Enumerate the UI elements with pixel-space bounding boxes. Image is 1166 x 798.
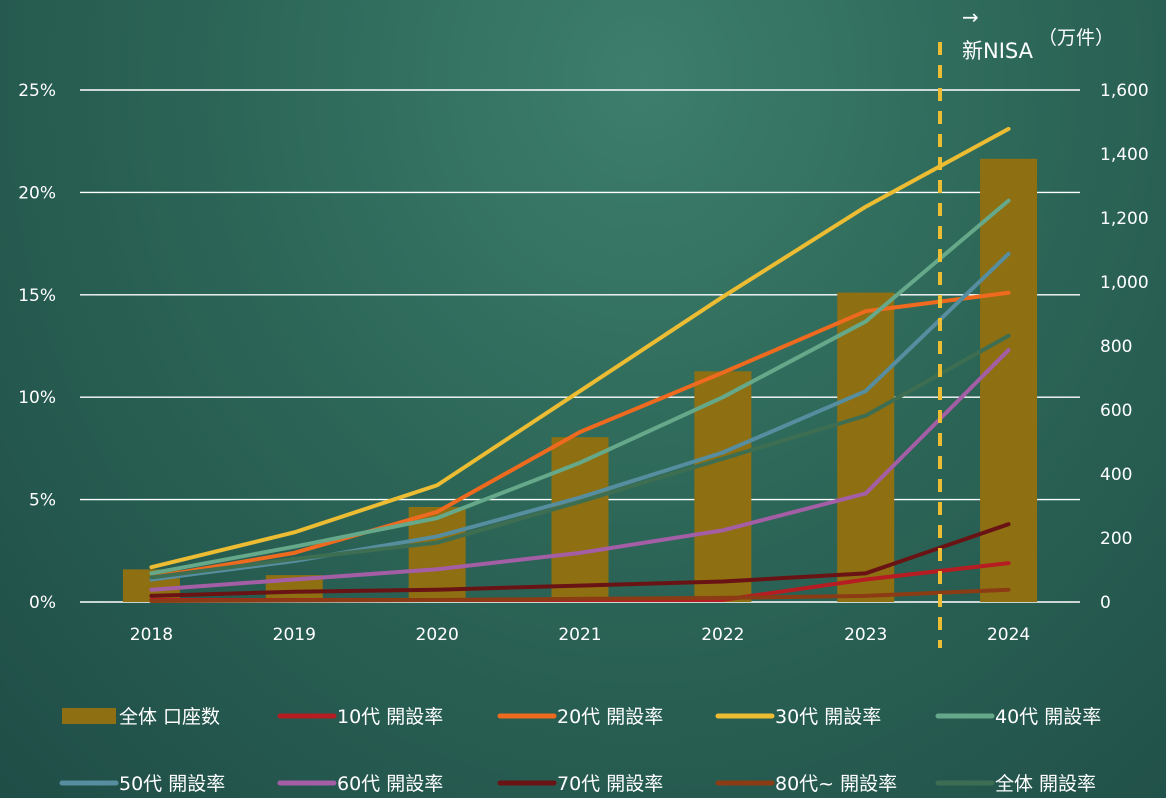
legend-swatch-bar	[62, 708, 116, 724]
legend: 全体 口座数 10代 開設率 20代 開設率 30代 開設率 40代 開設率 50代 開設…	[59, 706, 1101, 795]
x-tick-label: 2020	[416, 625, 459, 645]
series-line	[149, 251, 1011, 582]
x-tick-label: 2024	[987, 625, 1030, 645]
bar-total-accounts	[694, 371, 752, 602]
legend-label: 70代 開設率	[557, 773, 663, 795]
gridlines	[80, 89, 1080, 603]
legend-label: 30代 開設率	[775, 706, 881, 728]
right-tick-label: 600	[1100, 401, 1132, 421]
legend-label: 50代 開設率	[119, 773, 225, 795]
legend-label: 10代 開設率	[337, 706, 443, 728]
legend-label: 20代 開設率	[557, 706, 663, 728]
series-line	[149, 198, 1011, 576]
x-tick-label: 2019	[273, 625, 316, 645]
right-tick-label: 1,400	[1100, 145, 1149, 165]
x-tick-label: 2022	[701, 625, 744, 645]
right-tick-label: 0	[1100, 593, 1111, 613]
series-line	[149, 333, 1011, 580]
legend-label: 全体 開設率	[995, 773, 1096, 795]
series-line	[149, 587, 1011, 603]
legend-label: 40代 開設率	[995, 706, 1101, 728]
left-axis: 0% 5% 10% 15% 20% 25%	[18, 81, 56, 613]
left-tick-label: 15%	[18, 286, 56, 306]
right-tick-label: 1,200	[1100, 209, 1149, 229]
right-axis: 0 200 400 600 800 1,000 1,200 1,400 1,600	[1100, 81, 1149, 613]
legend-label: 60代 開設率	[337, 773, 443, 795]
right-axis-unit: （万件）	[1038, 27, 1114, 49]
line-series	[149, 126, 1011, 603]
bar-total-accounts	[980, 158, 1038, 603]
nisa-arrow: →	[962, 5, 979, 29]
left-tick-label: 0%	[29, 593, 56, 613]
x-tick-label: 2023	[844, 625, 887, 645]
series-line	[149, 126, 1011, 570]
x-axis: 2018 2019 2020 2021 2022 2023 2024	[130, 625, 1030, 645]
right-tick-label: 800	[1100, 337, 1132, 357]
series-line	[149, 290, 1011, 580]
bar-total-accounts	[837, 292, 895, 602]
nisa-annotation: → 新NISA （万件）	[938, 5, 1114, 648]
legend-label: 80代~ 開設率	[775, 773, 897, 795]
nisa-label: 新NISA	[962, 39, 1034, 63]
x-tick-label: 2021	[558, 625, 601, 645]
left-tick-label: 10%	[18, 388, 56, 408]
left-tick-label: 20%	[18, 183, 56, 203]
right-tick-label: 1,600	[1100, 81, 1149, 101]
right-tick-label: 200	[1100, 529, 1132, 549]
series-line	[149, 522, 1011, 598]
bar-series	[122, 158, 1038, 603]
series-line	[149, 348, 1011, 592]
legend-label: 全体 口座数	[119, 706, 220, 728]
left-tick-label: 25%	[18, 81, 56, 101]
right-tick-label: 400	[1100, 465, 1132, 485]
left-tick-label: 5%	[29, 491, 56, 511]
x-tick-label: 2018	[130, 625, 173, 645]
right-tick-label: 1,000	[1100, 273, 1149, 293]
